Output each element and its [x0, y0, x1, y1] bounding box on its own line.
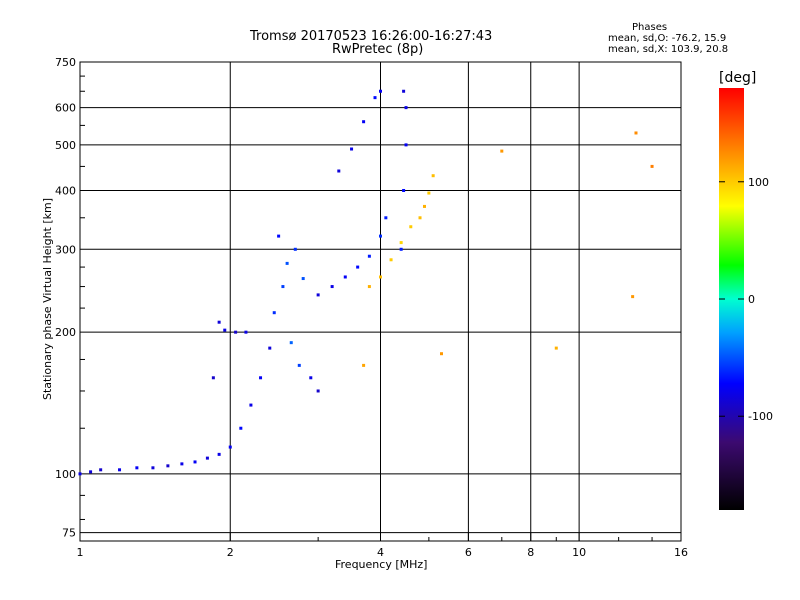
o-mode-point — [151, 466, 155, 470]
o-mode-point — [259, 376, 263, 380]
colorbar-axis: 100 0 -100 — [719, 176, 773, 423]
o-mode-point — [239, 426, 243, 430]
o-mode-point — [285, 261, 289, 265]
y-tick-label: 300 — [55, 243, 76, 256]
x-mode-point — [399, 241, 403, 245]
o-mode-point — [373, 96, 377, 100]
o-mode-point — [217, 320, 221, 324]
o-mode-point — [293, 247, 297, 251]
x-mode-point — [367, 285, 371, 289]
y-tick-label: 75 — [62, 527, 76, 540]
o-mode-point — [205, 456, 209, 460]
o-mode-point — [337, 169, 341, 173]
x-tick-label: 2 — [227, 546, 234, 559]
colorbar-tick-label: 100 — [748, 176, 769, 189]
o-mode-point — [166, 464, 170, 468]
x-tick-label: 6 — [465, 546, 472, 559]
o-mode-point — [272, 311, 276, 315]
y-tick-label: 200 — [55, 326, 76, 339]
x-mode-point — [389, 258, 393, 262]
colorbar-label: [deg] — [719, 70, 757, 86]
o-mode-point — [402, 89, 406, 93]
x-tick-label: 4 — [377, 546, 384, 559]
o-mode-point — [211, 376, 215, 380]
o-mode-point — [118, 468, 122, 472]
x-mode-point — [422, 204, 426, 208]
x-mode-point — [631, 295, 635, 299]
x-tick-label: 1 — [77, 546, 84, 559]
legend-o-mode-stats: mean, sd,O: -76.2, 15.9 — [608, 33, 727, 44]
y-tick-label: 600 — [55, 102, 76, 115]
o-mode-point — [223, 328, 227, 332]
o-mode-point — [402, 188, 406, 192]
o-mode-point — [384, 216, 388, 220]
x-mode-point — [418, 216, 422, 220]
o-mode-point — [330, 285, 334, 289]
o-mode-point — [379, 89, 382, 93]
o-mode-point — [135, 466, 139, 470]
o-mode-point — [180, 462, 184, 466]
legend-x-mode-stats: mean, sd,X: 103.9, 20.8 — [608, 44, 729, 55]
o-mode-point — [309, 376, 313, 380]
x-tick-label: 16 — [674, 546, 688, 559]
x-axis-label: Frequency [MHz] — [335, 558, 428, 571]
o-mode-point — [301, 277, 305, 281]
o-mode-point — [289, 341, 293, 345]
x-mode-point — [650, 164, 654, 168]
x-mode-point — [554, 346, 558, 350]
o-mode-point — [89, 470, 93, 474]
x-mode-point — [409, 225, 413, 229]
x-mode-point — [379, 275, 382, 279]
y-tick-label: 100 — [55, 468, 76, 481]
o-mode-point — [316, 389, 320, 393]
o-mode-point — [404, 106, 408, 110]
o-mode-point — [78, 472, 82, 476]
y-tick-label: 400 — [55, 184, 76, 197]
grid-lines — [80, 61, 681, 541]
o-mode-point — [367, 254, 371, 258]
o-mode-point — [399, 247, 403, 251]
o-mode-point — [217, 452, 221, 456]
x-axis: 1 2 4 6 8 10 16 — [77, 533, 688, 559]
x-mode-point — [362, 363, 366, 367]
o-mode-point — [350, 147, 354, 151]
o-mode-point — [268, 346, 272, 350]
y-tick-label: 500 — [55, 139, 76, 152]
legend-heading: Phases — [632, 22, 668, 33]
o-mode-point — [277, 234, 281, 238]
o-mode-point — [379, 234, 382, 238]
chart-title: Tromsø 20170523 16:26:00-16:27:43 — [250, 29, 493, 44]
chart-subtitle: RwPretec (8p) — [332, 42, 424, 57]
o-mode-point — [297, 363, 301, 367]
colorbar-tick-label: -100 — [748, 410, 773, 423]
x-tick-label: 10 — [572, 546, 586, 559]
o-mode-point — [281, 285, 285, 289]
data-points — [78, 89, 654, 476]
o-mode-point — [316, 293, 320, 297]
y-tick-label: 750 — [55, 56, 76, 69]
x-tick-label: 8 — [527, 546, 534, 559]
o-mode-point — [404, 143, 408, 147]
x-mode-point — [500, 149, 504, 153]
o-mode-point — [228, 445, 232, 449]
o-mode-point — [343, 275, 347, 279]
o-mode-point — [234, 330, 238, 334]
o-mode-point — [362, 120, 366, 124]
o-mode-point — [244, 330, 248, 334]
o-mode-point — [99, 468, 103, 472]
x-mode-point — [440, 352, 444, 356]
o-mode-point — [356, 265, 360, 269]
o-mode-point — [193, 460, 197, 464]
x-mode-point — [634, 131, 638, 135]
colorbar-tick-label: 0 — [748, 293, 755, 306]
x-mode-point — [431, 174, 435, 178]
x-mode-point — [427, 191, 431, 195]
o-mode-point — [249, 403, 253, 407]
y-axis: 75 100 200 300 400 500 600 750 — [55, 56, 85, 540]
